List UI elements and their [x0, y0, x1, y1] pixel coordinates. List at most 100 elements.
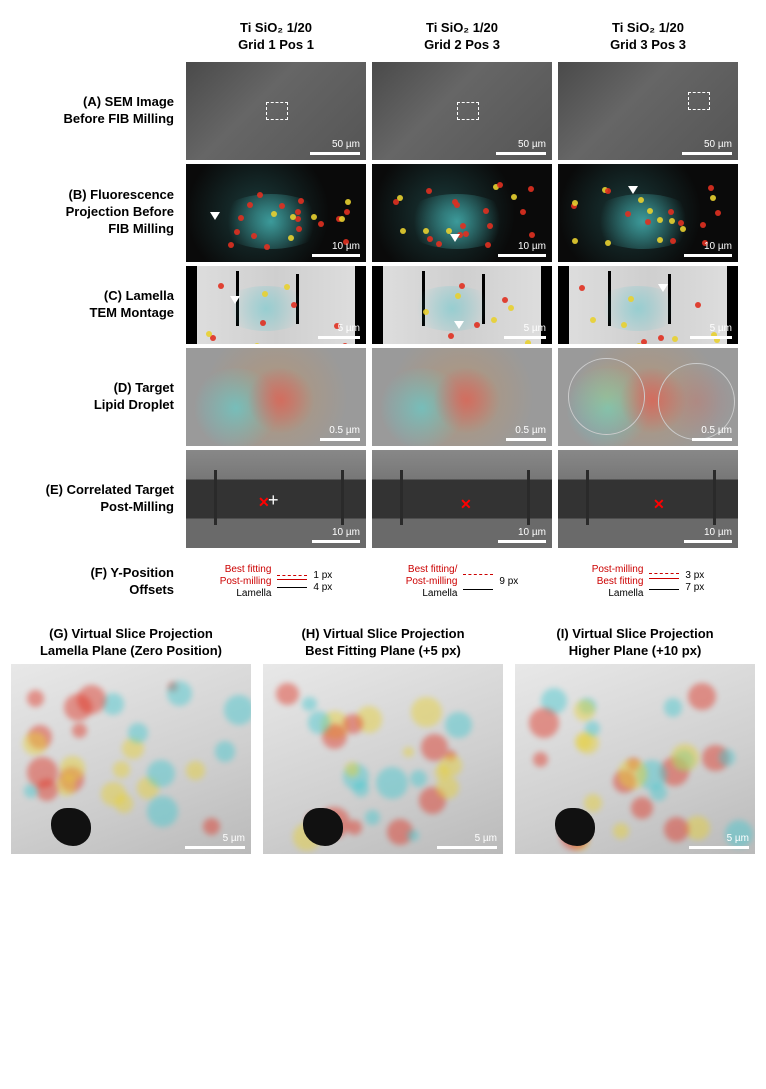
scalebar: 0.5 µm: [692, 425, 732, 441]
fluor-dot: [448, 333, 454, 339]
scalebar: 10 µm: [312, 241, 360, 257]
virtual-slice-blob: [224, 695, 251, 725]
scalebar-label: 10 µm: [332, 241, 360, 252]
virtual-slice-blob: [671, 744, 698, 771]
fluor-dot: [572, 238, 578, 244]
fluor-dot: [491, 317, 497, 323]
panel-tem: 5 µm: [558, 266, 738, 344]
offset-diagram: Post-milling Best fitting Lamella 3 px7 …: [592, 564, 705, 600]
fluor-dot: [318, 221, 324, 227]
column-header: Ti SiO₂ 1/20 Grid 2 Pos 3: [372, 20, 552, 58]
fluor-dot: [700, 222, 706, 228]
virtual-slice-blob: [575, 733, 592, 750]
panel-offset: Best fitting/ Post-milling Lamella 9 px: [372, 552, 552, 612]
virtual-slice-blob: [302, 697, 316, 711]
fluor-dot: [485, 242, 491, 248]
fluor-dot: [483, 208, 489, 214]
target-cross-icon: ✕: [653, 496, 665, 513]
bottom-column: (I) Virtual Slice ProjectionHigher Plane…: [515, 626, 755, 854]
fluor-dot: [339, 216, 345, 222]
fluor-dot: [251, 233, 257, 239]
panel-sem: 50 µm: [372, 62, 552, 160]
scalebar-label: 10 µm: [704, 527, 732, 538]
row-label: (E) Correlated TargetPost-Milling: [20, 450, 180, 548]
virtual-slice-blob: [411, 697, 442, 728]
arrowhead-icon: [454, 321, 464, 329]
fluor-dot: [511, 194, 517, 200]
arrowhead-icon: [628, 186, 638, 194]
scalebar-label: 0.5 µm: [701, 425, 732, 436]
scalebar-label: 10 µm: [518, 527, 546, 538]
fluor-dot: [218, 283, 224, 289]
scalebar: 10 µm: [498, 241, 546, 257]
fluor-dot: [397, 195, 403, 201]
scalebar-label: 0.5 µm: [329, 425, 360, 436]
virtual-slice-blob: [403, 747, 414, 758]
virtual-slice-blob: [533, 752, 548, 767]
offset-value: 4 px: [313, 582, 332, 594]
virtual-slice-blob: [353, 781, 369, 797]
scalebar-label: 5 µm: [710, 323, 732, 334]
scalebar-label: 10 µm: [332, 527, 360, 538]
panel-sem: 50 µm: [186, 62, 366, 160]
column-header: Ti SiO₂ 1/20Grid 1 Pos 1: [186, 20, 366, 58]
virtual-slice-blob: [688, 683, 716, 711]
fluor-dot: [525, 340, 531, 344]
virtual-slice-blob: [719, 749, 735, 765]
panel-lipid: 0.5 µm: [186, 348, 366, 446]
col-top: Ti SiO₂ 1/20: [426, 20, 498, 35]
fluor-dot: [423, 309, 429, 315]
fluor-dot: [474, 322, 480, 328]
virtual-slice-blob: [147, 796, 178, 827]
crosshair-icon: +: [268, 490, 279, 511]
offset-diagram: Best fitting Post-milling Lamella 1 px4 …: [220, 564, 333, 600]
col-bottom: Grid 2 Pos 3: [424, 37, 500, 52]
virtual-slice-blob: [101, 782, 125, 806]
virtual-slice-blob: [365, 810, 380, 825]
scalebar-label: 0.5 µm: [515, 425, 546, 436]
panel-post: ✕+10 µm: [186, 450, 366, 548]
scalebar: 50 µm: [682, 139, 732, 155]
virtual-slice-blob: [343, 714, 364, 735]
virtual-slice-blob: [664, 698, 683, 717]
virtual-slice-blob: [445, 712, 472, 739]
virtual-slice-blob: [27, 690, 44, 707]
bottom-panel-title: (G) Virtual Slice ProjectionLamella Plan…: [11, 626, 251, 660]
scalebar-label: 5 µm: [475, 833, 497, 844]
fluor-dot: [572, 200, 578, 206]
fluor-dot: [715, 210, 721, 216]
offset-label-lamella: Lamella: [592, 588, 644, 600]
offset-label-pm: Post-milling: [220, 576, 272, 588]
virtual-slice-blob: [650, 784, 667, 801]
fluor-dot: [645, 219, 651, 225]
virtual-slice-blob: [613, 823, 630, 840]
scalebar: 10 µm: [684, 527, 732, 543]
roi-box: [266, 102, 288, 120]
virtual-slice-panel: 5 µm: [515, 664, 755, 854]
row-label: (C) LamellaTEM Montage: [20, 266, 180, 344]
scalebar: 10 µm: [498, 527, 546, 543]
row-label: (F) Y-PositionOffsets: [20, 552, 180, 612]
fluor-dot: [455, 293, 461, 299]
virtual-slice-blob: [113, 761, 130, 778]
fluor-dot: [579, 285, 585, 291]
virtual-slice-blob: [574, 700, 595, 721]
panel-offset: Post-milling Best fitting Lamella 3 px7 …: [558, 552, 738, 612]
virtual-slice-blob: [128, 723, 148, 743]
column-header: Ti SiO₂ 1/20Grid 3 Pos 3: [558, 20, 738, 58]
fluor-dot: [459, 283, 465, 289]
row-label: (D) TargetLipid Droplet: [20, 348, 180, 446]
offset-label-lamella: Lamella: [220, 588, 272, 600]
scalebar: 0.5 µm: [506, 425, 546, 441]
fluor-dot: [295, 209, 301, 215]
offset-label-bf: Best fitting/: [406, 564, 458, 576]
scalebar: 5 µm: [185, 833, 245, 849]
scalebar-label: 50 µm: [332, 139, 360, 150]
panel-fluor: 10 µm: [372, 164, 552, 262]
panel-fluor: 10 µm: [558, 164, 738, 262]
fluor-dot: [436, 241, 442, 247]
virtual-slice-blob: [167, 681, 192, 706]
virtual-slice-blob: [618, 759, 648, 789]
fluor-dot: [290, 214, 296, 220]
scalebar-label: 50 µm: [518, 139, 546, 150]
